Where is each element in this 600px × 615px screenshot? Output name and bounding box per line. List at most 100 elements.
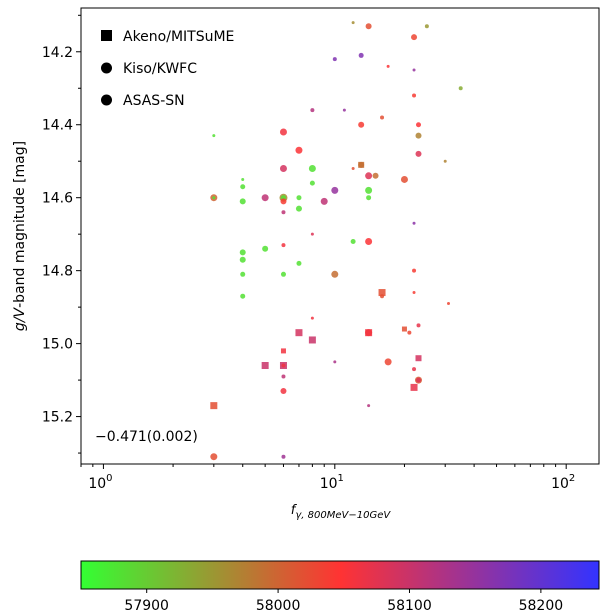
data-point [331, 270, 339, 278]
data-point [310, 316, 314, 320]
x-axis-ticks: 100 101 102 [80, 464, 575, 492]
data-point [279, 128, 287, 136]
annotation-text: −0.471(0.002) [95, 429, 198, 445]
data-point-square [295, 329, 303, 337]
data-point [384, 358, 392, 366]
data-point [310, 108, 315, 113]
y-tick-label: 14.6 [42, 191, 73, 207]
y-tick-label: 14.4 [42, 118, 73, 134]
y-axis-label: g/V-band magnitude [mag] [12, 141, 28, 331]
legend: Akeno/MITSuME Kiso/KWFC ASAS-SN [101, 29, 234, 109]
legend-marker-circle [101, 62, 112, 74]
data-point [366, 195, 372, 201]
data-point [308, 165, 316, 173]
data-point [261, 194, 269, 202]
colorbar-tick-label: 57900 [124, 598, 169, 614]
data-point [210, 453, 218, 461]
data-point [240, 271, 246, 277]
data-point-square [261, 362, 269, 370]
data-point [386, 64, 390, 68]
data-point [281, 210, 286, 215]
x-tick-label: 101 [320, 473, 344, 492]
x-axis-label: fγ, 800MeV−10GeV [291, 503, 392, 521]
data-point [331, 186, 339, 194]
data-point [296, 195, 302, 201]
data-point [412, 367, 417, 372]
data-point [412, 93, 417, 98]
data-point [358, 52, 364, 58]
data-point [380, 294, 385, 299]
y-tick-label: 14.2 [42, 45, 73, 61]
x-tick-label-exp: 0 [106, 473, 112, 484]
data-point [281, 374, 286, 379]
data-point [332, 57, 337, 62]
x-tick-label-base: 10 [88, 476, 106, 492]
data-point [239, 249, 246, 256]
data-point [351, 167, 355, 171]
data-point [280, 388, 287, 395]
data-point [295, 205, 302, 212]
data-point [365, 186, 373, 194]
data-point [342, 108, 346, 112]
data-point [295, 146, 303, 154]
data-point [458, 86, 463, 91]
x-axis-label-sub: γ, 800MeV−10GeV [295, 510, 391, 521]
plot-frame [80, 7, 600, 465]
data-point-square [280, 348, 286, 354]
data-point [416, 122, 422, 128]
x-tick-label: 102 [551, 473, 575, 492]
data-point-square [415, 355, 422, 362]
y-tick-label: 14.8 [42, 264, 73, 280]
points-layer [210, 21, 463, 461]
data-point [416, 323, 421, 328]
data-point [380, 115, 385, 120]
data-point-square [308, 336, 316, 344]
data-point [281, 454, 286, 459]
data-point-square [210, 402, 218, 410]
data-point [407, 330, 412, 335]
colorbar [80, 560, 600, 590]
y-tick-label: 15.2 [42, 410, 73, 426]
data-point-square [401, 326, 407, 332]
data-point [212, 196, 216, 200]
data-point [280, 271, 286, 277]
data-point [212, 134, 216, 138]
data-point [412, 268, 417, 273]
x-tick-label-exp: 1 [338, 473, 344, 484]
data-point-square [410, 383, 418, 391]
data-point [365, 172, 373, 180]
data-point [412, 291, 416, 295]
x-tick-label-exp: 2 [569, 473, 575, 484]
data-point [240, 184, 246, 190]
data-point [239, 256, 246, 263]
data-point [365, 23, 372, 30]
y-tick-label: 15.0 [42, 337, 73, 353]
x-axis-label-main: f [291, 503, 298, 518]
colorbar-ticks: 57900 58000 58100 58200 [124, 589, 563, 614]
colorbar-tick-label: 58000 [256, 598, 301, 614]
data-point [365, 237, 373, 245]
data-point [412, 221, 416, 225]
data-point [400, 175, 408, 183]
data-point [358, 121, 365, 128]
data-point [424, 24, 429, 29]
data-point [333, 360, 337, 364]
data-point [279, 165, 287, 173]
colorbar-tick-label: 58200 [519, 598, 564, 614]
data-point [296, 260, 302, 266]
y-axis-label-rest: -band magnitude [mag] [12, 141, 28, 308]
legend-marker-square [101, 30, 112, 41]
legend-marker-circle [101, 94, 112, 106]
data-point [350, 238, 356, 244]
data-point [411, 34, 418, 41]
data-point [262, 245, 269, 252]
legend-label: ASAS-SN [123, 93, 185, 109]
data-point-square [358, 161, 365, 168]
data-point [412, 68, 416, 72]
data-point-square [365, 329, 373, 337]
data-point-square [378, 289, 386, 297]
data-point [240, 293, 246, 299]
x-tick-label-base: 10 [320, 476, 338, 492]
colorbar-tick-label: 58100 [387, 598, 432, 614]
